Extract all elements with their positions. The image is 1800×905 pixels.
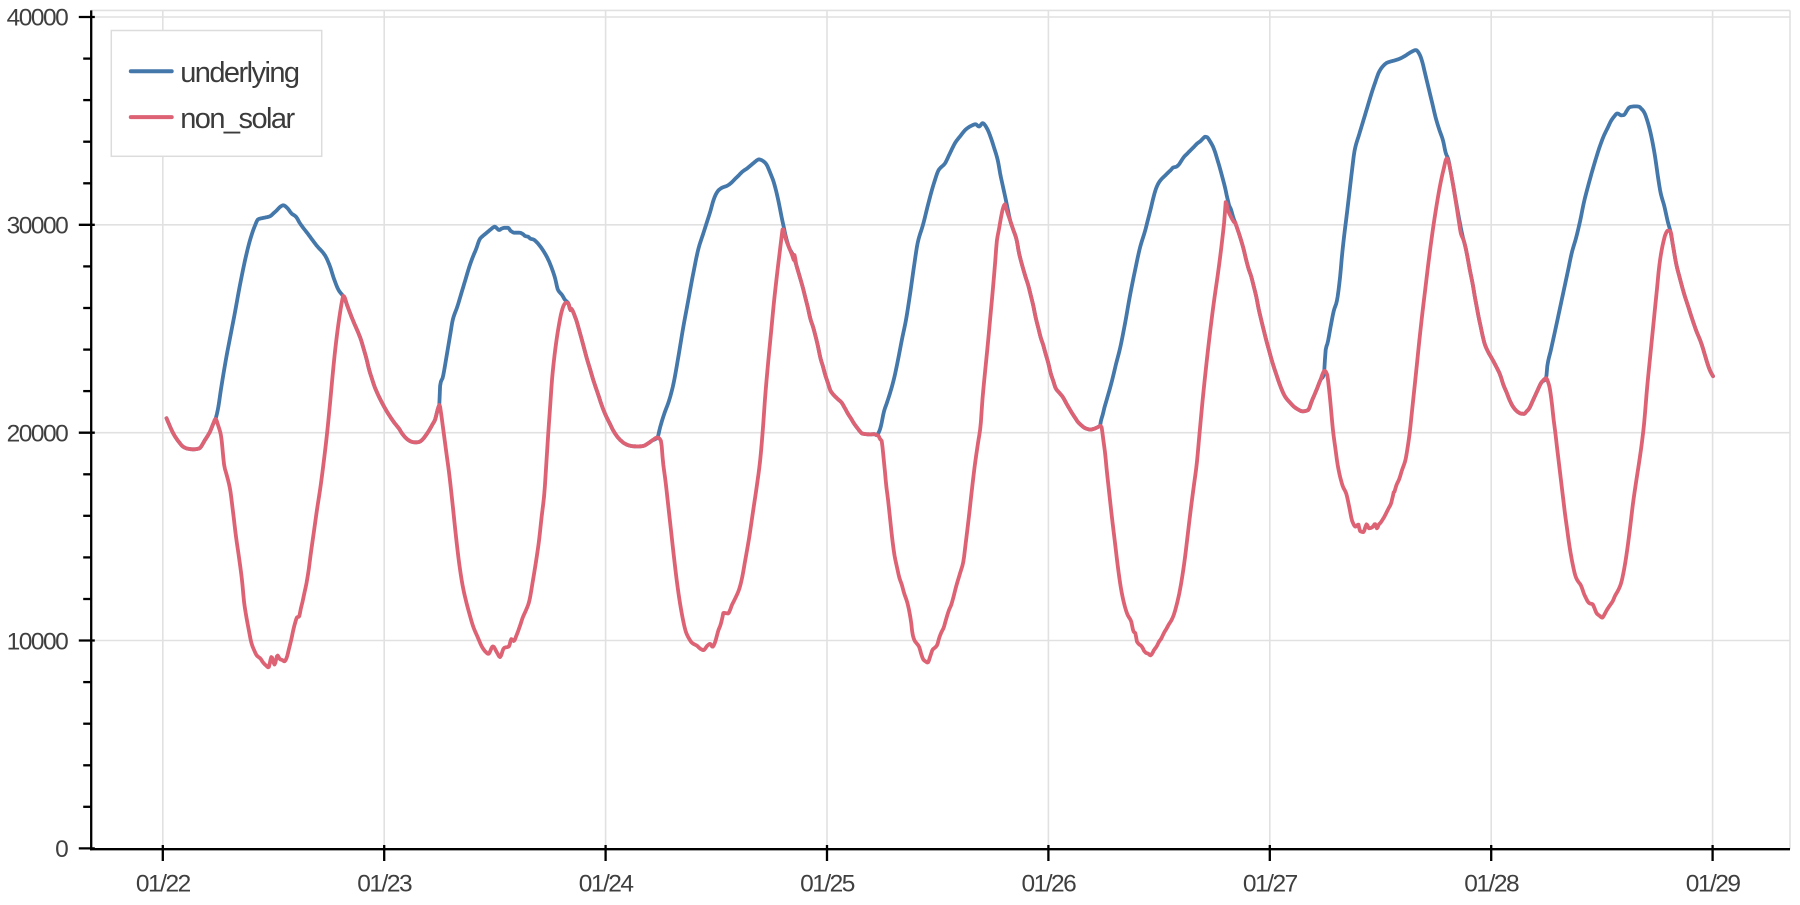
svg-text:40000: 40000: [7, 5, 69, 32]
svg-text:01/22: 01/22: [136, 870, 191, 897]
svg-text:01/24: 01/24: [579, 870, 634, 897]
svg-text:01/29: 01/29: [1686, 870, 1741, 897]
svg-text:0: 0: [55, 836, 68, 863]
svg-text:01/23: 01/23: [357, 870, 412, 897]
svg-text:01/27: 01/27: [1243, 870, 1298, 897]
svg-text:01/28: 01/28: [1464, 870, 1519, 897]
svg-text:underlying: underlying: [180, 57, 299, 89]
svg-text:01/26: 01/26: [1021, 870, 1076, 897]
svg-text:01/25: 01/25: [800, 870, 855, 897]
svg-text:non_solar: non_solar: [180, 103, 295, 135]
svg-text:10000: 10000: [7, 628, 69, 655]
svg-text:20000: 20000: [7, 420, 69, 447]
svg-text:30000: 30000: [7, 213, 69, 240]
